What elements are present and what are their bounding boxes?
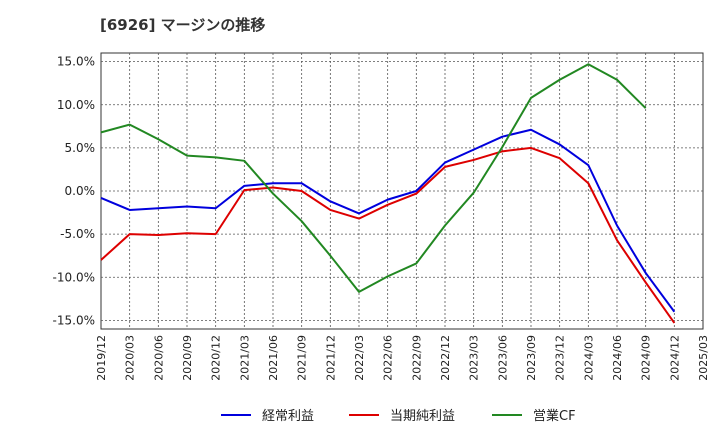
chart-title: [6926] マージンの推移 (100, 16, 266, 34)
legend-label: 経常利益 (262, 409, 314, 424)
x-tick-label: 2024/12 (668, 335, 681, 381)
x-tick-label: 2024/09 (640, 335, 653, 381)
y-tick-label: -15.0% (53, 313, 95, 327)
x-tick-label: 2023/06 (496, 335, 509, 381)
x-tick-label: 2022/03 (353, 335, 366, 381)
x-tick-label: 2021/06 (267, 335, 280, 381)
x-tick-label: 2025/03 (697, 335, 710, 381)
x-tick-label: 2020/06 (152, 335, 165, 381)
x-tick-label: 2023/09 (525, 335, 538, 381)
x-tick-label: 2021/12 (324, 335, 337, 381)
x-tick-label: 2021/03 (238, 335, 251, 381)
y-tick-label: 0.0% (65, 184, 96, 198)
y-tick-label: 10.0% (57, 98, 95, 112)
x-tick-label: 2022/12 (439, 335, 452, 381)
x-tick-label: 2024/06 (611, 335, 624, 381)
y-axis-ticks: 15.0% 10.0% 5.0% 0.0% -5.0% -10.0% -15.0% (53, 55, 95, 328)
x-tick-label: 2020/03 (124, 335, 137, 381)
series-line (100, 128, 676, 313)
x-tick-label: 2020/12 (210, 335, 223, 381)
x-tick-label: 2019/12 (95, 335, 108, 381)
x-tick-label: 2022/06 (382, 335, 395, 381)
x-tick-label: 2023/12 (554, 335, 567, 381)
series-lines (100, 63, 676, 324)
x-tick-label: 2024/03 (582, 335, 595, 381)
x-tick-label: 2023/03 (468, 335, 481, 381)
series-line (100, 63, 647, 293)
x-tick-label: 2020/09 (181, 335, 194, 381)
legend: 経常利益 当期純利益 営業CF (221, 408, 576, 424)
y-tick-label: -10.0% (53, 270, 95, 284)
y-tick-label: -5.0% (60, 227, 95, 241)
x-tick-label: 2022/09 (410, 335, 423, 381)
legend-label: 営業CF (533, 408, 576, 424)
series-line (100, 146, 676, 324)
y-tick-label: 5.0% (65, 141, 96, 155)
x-tick-label: 2021/09 (296, 335, 309, 381)
legend-label: 当期純利益 (390, 409, 455, 424)
y-tick-label: 15.0% (57, 55, 95, 69)
x-axis-ticks: 2019/12 2020/03 2020/06 2020/09 2020/12 2021/… (95, 335, 710, 381)
